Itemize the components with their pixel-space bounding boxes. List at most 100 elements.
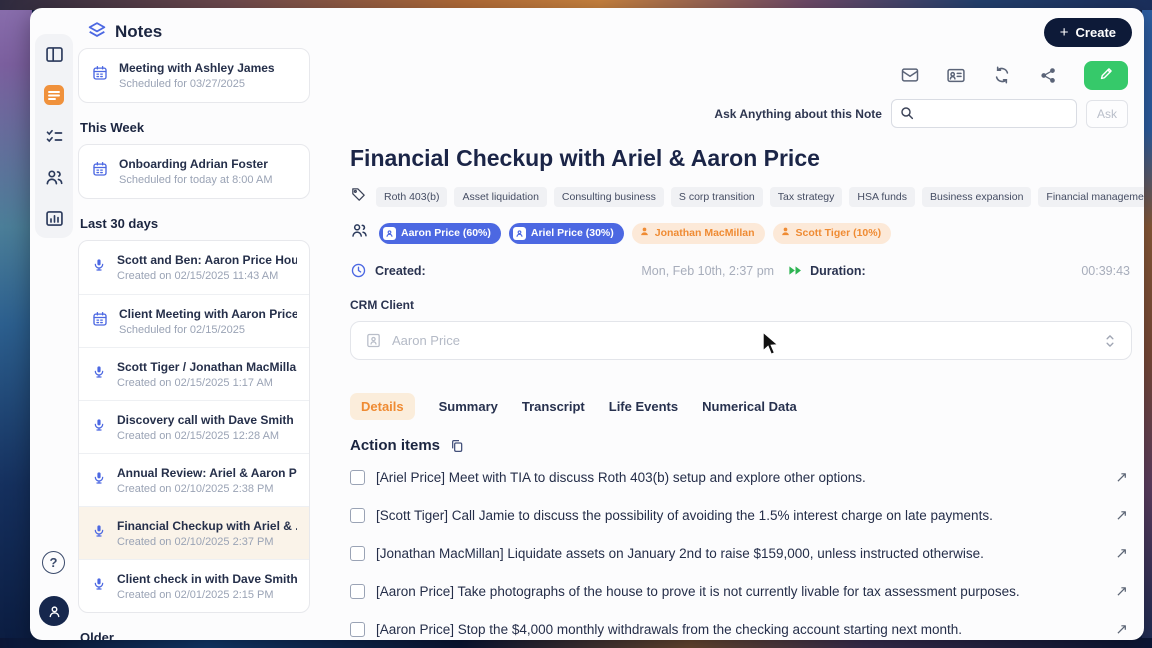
analytics-icon[interactable] xyxy=(42,206,66,230)
tag-pill[interactable]: S corp transition xyxy=(670,187,763,207)
tag-pill[interactable]: Consulting business xyxy=(553,187,664,207)
list-item[interactable]: Discovery call with Dave Smith Created o… xyxy=(79,400,309,453)
open-item-arrow-icon[interactable]: ↗ xyxy=(1115,507,1128,524)
participant-chip[interactable]: Aaron Price (60%) xyxy=(379,222,501,244)
email-icon[interactable] xyxy=(900,65,920,85)
meeting-card[interactable]: Onboarding Adrian Foster Scheduled for t… xyxy=(78,144,310,199)
checkbox[interactable] xyxy=(350,621,365,637)
plus-icon: + xyxy=(1059,23,1069,41)
checkbox[interactable] xyxy=(350,507,365,523)
participant-chip[interactable]: Jonathan MacMillan xyxy=(631,222,765,244)
select-chevrons-icon xyxy=(1103,333,1117,349)
open-item-arrow-icon[interactable]: ↗ xyxy=(1115,469,1128,486)
tag-pill[interactable]: HSA funds xyxy=(849,187,916,207)
created-duration-row: Created: Mon, Feb 10th, 2:37 pm Duration… xyxy=(350,262,1132,279)
note-detail: Ask Anything about this Note Ask Financi… xyxy=(350,60,1144,640)
calendar-icon xyxy=(91,160,109,183)
tab-transcript[interactable]: Transcript xyxy=(521,399,585,414)
brand: Notes xyxy=(86,19,162,46)
tab-numerical-data[interactable]: Numerical Data xyxy=(702,399,797,414)
duration-value: 00:39:43 xyxy=(1081,263,1130,278)
microphone-icon xyxy=(91,256,107,279)
dashboard-layout-icon[interactable] xyxy=(42,42,66,66)
create-button[interactable]: + Create xyxy=(1043,17,1132,47)
action-item: [Aaron Price] Stop the $4,000 monthly wi… xyxy=(350,610,1132,640)
search-icon xyxy=(901,107,914,120)
action-items-title: Action items xyxy=(350,437,441,454)
notes-icon[interactable] xyxy=(42,83,66,107)
section-this-week: This Week xyxy=(80,120,145,135)
list-item-selected[interactable]: Financial Checkup with Ariel & ... Creat… xyxy=(79,506,309,559)
action-items-header: Action items xyxy=(350,437,1132,454)
notes-logo-icon xyxy=(86,19,108,46)
contact-card-icon[interactable] xyxy=(946,65,966,85)
contact-badge-icon xyxy=(383,226,396,240)
help-icon[interactable]: ? xyxy=(42,551,65,574)
open-item-arrow-icon[interactable]: ↗ xyxy=(1115,583,1128,600)
recent-notes-list: Scott and Ben: Aaron Price Hou... Create… xyxy=(78,240,310,613)
clock-icon xyxy=(350,262,367,279)
tag-pill[interactable]: Financial management xyxy=(1038,187,1144,207)
list-item[interactable]: Scott and Ben: Aaron Price Hou... Create… xyxy=(79,241,309,294)
copy-icon[interactable] xyxy=(449,438,465,454)
list-item[interactable]: Client Meeting with Aaron Price Schedule… xyxy=(79,294,309,347)
meeting-card[interactable]: Meeting with Ashley James Scheduled for … xyxy=(78,48,310,103)
person-icon xyxy=(780,226,791,240)
meeting-subtitle: Scheduled for 03/27/2025 xyxy=(119,78,245,90)
tags-row: Roth 403(b) Asset liquidation Consulting… xyxy=(350,186,1144,208)
crm-client-label: CRM Client xyxy=(350,298,414,312)
open-item-arrow-icon[interactable]: ↗ xyxy=(1115,621,1128,638)
note-title: Financial Checkup with Ariel & Aaron Pri… xyxy=(350,145,820,171)
crm-client-select[interactable]: Aaron Price xyxy=(350,321,1132,360)
tag-pill[interactable]: Business expansion xyxy=(922,187,1032,207)
action-item: [Jonathan MacMillan] Liquidate assets on… xyxy=(350,534,1132,572)
ask-input-wrap xyxy=(890,99,1077,128)
contact-card-icon xyxy=(365,332,382,349)
list-item[interactable]: Client check in with Dave Smith Created … xyxy=(79,559,309,612)
action-item: [Aaron Price] Take photographs of the ho… xyxy=(350,572,1132,610)
rail-nav-group xyxy=(35,34,73,238)
list-item[interactable]: Scott Tiger / Jonathan MacMilla... Creat… xyxy=(79,347,309,400)
section-last-30-days: Last 30 days xyxy=(80,216,159,231)
ask-anything-label: Ask Anything about this Note xyxy=(714,106,882,121)
checkbox[interactable] xyxy=(350,545,365,561)
contacts-icon[interactable] xyxy=(42,165,66,189)
tab-details[interactable]: Details xyxy=(350,393,415,420)
microphone-icon xyxy=(91,363,107,386)
ask-input[interactable] xyxy=(890,99,1077,128)
meeting-subtitle: Scheduled for today at 8:00 AM xyxy=(119,174,273,186)
icon-rail: ? xyxy=(30,8,76,640)
sync-icon[interactable] xyxy=(992,65,1012,85)
participant-chip[interactable]: Scott Tiger (10%) xyxy=(772,222,892,244)
user-avatar[interactable] xyxy=(39,596,69,626)
action-item: [Ariel Price] Meet with TIA to discuss R… xyxy=(350,458,1132,496)
app-window: Notes + Create ? xyxy=(30,8,1144,640)
created-label: Created: xyxy=(375,263,426,278)
ask-button[interactable]: Ask xyxy=(1085,99,1128,128)
microphone-icon xyxy=(91,522,107,545)
section-older: Older xyxy=(80,630,114,640)
tab-life-events[interactable]: Life Events xyxy=(608,399,679,414)
open-item-arrow-icon[interactable]: ↗ xyxy=(1115,545,1128,562)
microphone-icon xyxy=(91,575,107,598)
action-items-list: [Ariel Price] Meet with TIA to discuss R… xyxy=(350,458,1132,640)
contact-badge-icon xyxy=(512,226,526,240)
share-icon[interactable] xyxy=(1038,65,1058,85)
calendar-icon xyxy=(91,310,109,333)
tag-pill[interactable]: Roth 403(b) xyxy=(376,187,448,207)
participant-chip[interactable]: Ariel Price (30%) xyxy=(508,222,624,244)
list-item[interactable]: Annual Review: Ariel & Aaron Pr... Creat… xyxy=(79,453,309,506)
microphone-icon xyxy=(91,469,107,492)
checkbox[interactable] xyxy=(350,583,365,599)
fast-forward-icon xyxy=(788,264,803,277)
checkbox[interactable] xyxy=(350,469,365,485)
tag-pill[interactable]: Asset liquidation xyxy=(454,187,547,207)
tag-pill[interactable]: Tax strategy xyxy=(769,187,843,207)
note-tabs: Details Summary Transcript Life Events N… xyxy=(350,393,1132,420)
app-header: Notes + Create xyxy=(30,8,1144,56)
person-icon xyxy=(639,226,650,240)
tasks-checklist-icon[interactable] xyxy=(42,124,66,148)
edit-button[interactable] xyxy=(1084,60,1128,90)
tab-summary[interactable]: Summary xyxy=(438,399,498,414)
created-value: Mon, Feb 10th, 2:37 pm xyxy=(641,263,775,278)
